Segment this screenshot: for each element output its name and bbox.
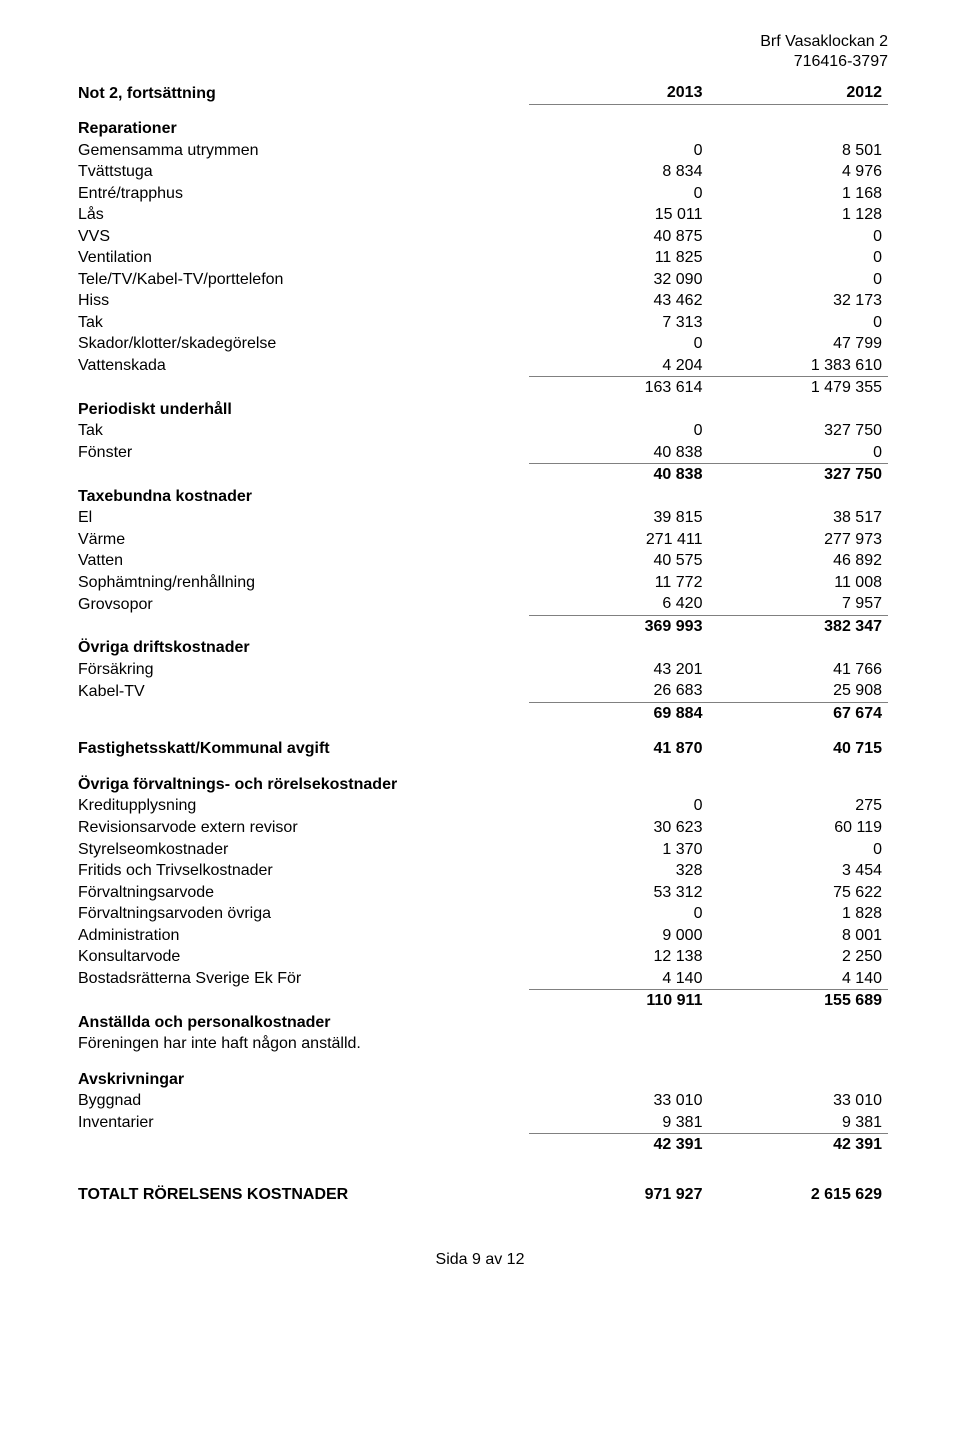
year-2: 2012 [708,82,888,104]
row: Värme271 411277 973 [72,529,888,551]
subtotal-row: 40 838327 750 [72,464,888,486]
row: Kreditupplysning0275 [72,795,888,817]
row: El39 81538 517 [72,507,888,529]
row: Tak0327 750 [72,420,888,442]
note-title: Not 2, fortsättning [72,82,529,104]
header-line-2: 716416-3797 [72,52,888,72]
subtotal-row: 369 993382 347 [72,615,888,637]
row: Skador/klotter/skadegörelse047 799 [72,333,888,355]
row: Styrelseomkostnader1 3700 [72,839,888,861]
subtotal-row: 163 6141 479 355 [72,377,888,399]
header-line-1: Brf Vasaklockan 2 [72,32,888,52]
page-number: Sida 9 av 12 [436,1251,525,1268]
row: Inventarier9 3819 381 [72,1112,888,1134]
section-title-taxebundna: Taxebundna kostnader [72,486,529,508]
row: Förvaltningsarvode53 31275 622 [72,882,888,904]
row: Revisionsarvode extern revisor30 62360 1… [72,817,888,839]
row: Grovsopor6 4207 957 [72,593,888,615]
page-footer: Sida 9 av 12 [72,1251,888,1269]
section-title-periodiskt: Periodiskt underhåll [72,399,529,421]
row: Lås15 0111 128 [72,204,888,226]
row: Försäkring43 20141 766 [72,659,888,681]
fastighetsskatt-row: Fastighetsskatt/Kommunal avgift 41 870 4… [72,738,888,760]
row: Tvättstuga8 8344 976 [72,161,888,183]
row: Ventilation11 8250 [72,247,888,269]
years-row: Not 2, fortsättning 2013 2012 [72,82,888,104]
row: Konsultarvode12 1382 250 [72,946,888,968]
subtotal-row: 110 911155 689 [72,990,888,1012]
row: Vattenskada4 2041 383 610 [72,355,888,377]
row: Byggnad33 01033 010 [72,1090,888,1112]
year-1: 2013 [529,82,709,104]
row: Bostadsrätterna Sverige Ek För4 1404 140 [72,968,888,990]
section-title-ovriga-forv: Övriga förvaltnings- och rörelsekostnade… [72,774,529,796]
section-title-reparationer: Reparationer [72,118,529,140]
financial-table: Not 2, fortsättning 2013 2012 Reparation… [72,82,888,1205]
section-title-anstallda: Anställda och personalkostnader [72,1012,529,1034]
subtotal-row: 42 39142 391 [72,1134,888,1156]
row: Fönster40 8380 [72,442,888,464]
row: Tak7 3130 [72,312,888,334]
row: Sophämtning/renhållning11 77211 008 [72,572,888,594]
row: Tele/TV/Kabel-TV/porttelefon32 0900 [72,269,888,291]
subtotal-row: 69 88467 674 [72,702,888,724]
row: Fritids och Trivselkostnader3283 454 [72,860,888,882]
row: Hiss43 46232 173 [72,290,888,312]
section-title-avskrivningar: Avskrivningar [72,1069,529,1091]
document-header: Brf Vasaklockan 2 716416-3797 [72,32,888,72]
row: VVS40 8750 [72,226,888,248]
row: Vatten40 57546 892 [72,550,888,572]
row: Administration9 0008 001 [72,925,888,947]
row: Förvaltningsarvoden övriga01 828 [72,903,888,925]
row: Kabel-TV26 68325 908 [72,680,888,702]
section-title-ovriga-drift: Övriga driftskostnader [72,637,529,659]
total-row: TOTALT RÖRELSENS KOSTNADER 971 927 2 615… [72,1184,888,1206]
anstallda-text: Föreningen har inte haft någon anställd. [72,1033,529,1055]
row: Gemensamma utrymmen08 501 [72,140,888,162]
row: Entré/trapphus01 168 [72,183,888,205]
